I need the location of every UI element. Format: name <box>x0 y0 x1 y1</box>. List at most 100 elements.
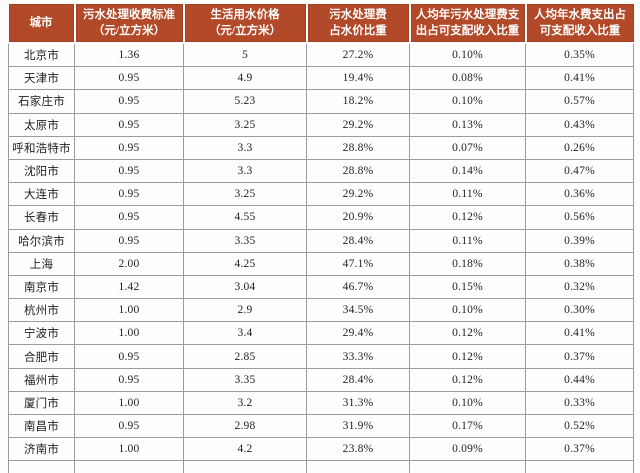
cell-waterfee-to-income-ratio: 0.26% <box>525 135 634 160</box>
table-body: 北京市 1.36 5 27.2% 0.10% 0.35% 天津市 0.95 4.… <box>8 42 634 473</box>
cell-waterfee-to-income-ratio: 0.44% <box>525 367 634 392</box>
table-row: 杭州市 1.00 2.9 34.5% 0.10% 0.30% <box>8 298 634 323</box>
table-row: 太原市 0.95 3.25 29.2% 0.13% 0.43% <box>8 112 634 137</box>
header-line: 人均年污水处理费支 <box>415 8 520 21</box>
header-line: 人均年水费支出占 <box>534 8 626 21</box>
table-row: 大连市 0.95 3.25 29.2% 0.11% 0.36% <box>8 182 634 207</box>
cell-fee-to-income-ratio: 0.12% <box>409 321 526 346</box>
cell-sewage-fee-standard: 0.95 <box>74 228 184 253</box>
cell-fee-to-price-ratio: 29.2% <box>306 112 410 137</box>
cell-city: 济南市 <box>8 437 75 462</box>
cell-water-price: 3.35 <box>183 367 307 392</box>
cell-fee-to-income-ratio: 0.12% <box>409 367 526 392</box>
cell-fee-to-price-ratio: 28.8% <box>306 135 410 160</box>
cell-waterfee-to-income-ratio: 0.38% <box>525 251 634 276</box>
col-header-fee-to-price-ratio: 污水处理费 占水价比重 <box>305 4 410 44</box>
header-line: 城市 <box>29 16 53 29</box>
table-row: 沈阳市 0.95 3.3 28.8% 0.14% 0.47% <box>8 158 634 184</box>
cell-water-price: 4.55 <box>183 205 307 230</box>
cell-sewage-fee-standard: 2.00 <box>74 251 184 276</box>
cell-fee-to-income-ratio: 0.10% <box>409 42 526 68</box>
cell-sewage-fee-standard: 0.95 <box>74 344 184 369</box>
cell-waterfee-to-income-ratio: 0.43% <box>525 112 634 137</box>
cell-city: 沈阳市 <box>8 158 75 184</box>
cell-city <box>8 460 75 473</box>
cell-waterfee-to-income-ratio: 0.57% <box>525 89 634 114</box>
cell-sewage-fee-standard <box>74 460 184 473</box>
cell-water-price: 3.25 <box>183 112 307 137</box>
cell-city: 哈尔滨市 <box>8 228 75 253</box>
cell-waterfee-to-income-ratio <box>525 460 634 473</box>
table-row: 福州市 0.95 3.35 28.4% 0.12% 0.44% <box>8 367 634 392</box>
header-line: 污水处理收费标准 <box>83 8 175 21</box>
cell-fee-to-income-ratio: 0.07% <box>409 135 526 160</box>
cell-fee-to-income-ratio: 0.15% <box>409 274 526 300</box>
cell-fee-to-income-ratio: 0.08% <box>409 66 526 91</box>
cell-water-price: 3.2 <box>183 390 307 416</box>
cell-sewage-fee-standard: 0.95 <box>74 66 184 91</box>
cell-fee-to-income-ratio: 0.17% <box>409 413 526 439</box>
cell-fee-to-price-ratio: 46.7% <box>306 274 410 300</box>
cell-fee-to-price-ratio: 29.4% <box>306 321 410 346</box>
cell-fee-to-price-ratio: 23.8% <box>306 437 410 462</box>
col-header-city: 城市 <box>8 4 75 44</box>
table-row: 哈尔滨市 0.95 3.35 28.4% 0.11% 0.39% <box>8 228 634 253</box>
cell-fee-to-income-ratio: 0.18% <box>409 251 526 276</box>
cell-city: 太原市 <box>8 112 75 137</box>
table-row: 呼和浩特市 0.95 3.3 28.8% 0.07% 0.26% <box>8 135 634 160</box>
table-row: 北京市 1.36 5 27.2% 0.10% 0.35% <box>8 42 634 68</box>
cell-city: 上海 <box>8 251 75 276</box>
table-row: 石家庄市 0.95 5.23 18.2% 0.10% 0.57% <box>8 89 634 114</box>
cell-water-price: 2.98 <box>183 413 307 439</box>
cell-waterfee-to-income-ratio: 0.41% <box>525 66 634 91</box>
water-fee-table: 城市 污水处理收费标准 （元/立方米） 生活用水价格 （元/立方米） 污水处理费… <box>8 4 634 473</box>
table-row: 长春市 0.95 4.55 20.9% 0.12% 0.56% <box>8 205 634 230</box>
cell-sewage-fee-standard: 0.95 <box>74 205 184 230</box>
cell-waterfee-to-income-ratio: 0.36% <box>525 182 634 207</box>
cell-sewage-fee-standard: 1.00 <box>74 437 184 462</box>
cell-fee-to-price-ratio: 34.5% <box>306 298 410 323</box>
table-header: 城市 污水处理收费标准 （元/立方米） 生活用水价格 （元/立方米） 污水处理费… <box>8 4 634 44</box>
col-header-fee-to-income-ratio: 人均年污水处理费支 出占可支配收入比重 <box>408 4 526 44</box>
header-line: 占水价比重 <box>329 25 387 37</box>
cell-sewage-fee-standard: 0.95 <box>74 112 184 137</box>
cell-fee-to-income-ratio: 0.12% <box>409 344 526 369</box>
cell-sewage-fee-standard: 0.95 <box>74 89 184 114</box>
cell-water-price: 4.9 <box>183 66 307 91</box>
cell-water-price <box>183 460 307 473</box>
cell-fee-to-price-ratio: 31.3% <box>306 390 410 416</box>
cell-fee-to-price-ratio: 19.4% <box>306 66 410 91</box>
cell-water-price: 3.35 <box>183 228 307 253</box>
cell-waterfee-to-income-ratio: 0.33% <box>525 390 634 416</box>
cell-water-price: 2.9 <box>183 298 307 323</box>
table-row: 厦门市 1.00 3.2 31.3% 0.10% 0.33% <box>8 390 634 416</box>
table-row: 济南市 1.00 4.2 23.8% 0.09% 0.37% <box>8 437 634 462</box>
cell-waterfee-to-income-ratio: 0.30% <box>525 298 634 323</box>
header-row: 城市 污水处理收费标准 （元/立方米） 生活用水价格 （元/立方米） 污水处理费… <box>8 4 634 44</box>
cell-sewage-fee-standard: 1.36 <box>74 42 184 68</box>
cell-fee-to-income-ratio: 0.09% <box>409 437 526 462</box>
cell-fee-to-price-ratio: 27.2% <box>306 42 410 68</box>
cell-fee-to-income-ratio: 0.11% <box>409 228 526 253</box>
cell-waterfee-to-income-ratio: 0.32% <box>525 274 634 300</box>
header-line: 可支配收入比重 <box>539 25 621 37</box>
col-header-water-price: 生活用水价格 （元/立方米） <box>182 4 307 44</box>
cell-fee-to-income-ratio: 0.10% <box>409 390 526 416</box>
cell-water-price: 4.2 <box>183 437 307 462</box>
cell-fee-to-price-ratio: 28.4% <box>306 228 410 253</box>
header-line: （元/立方米） <box>92 25 166 37</box>
table-row: 南京市 1.42 3.04 46.7% 0.15% 0.32% <box>8 274 634 300</box>
cell-sewage-fee-standard: 1.00 <box>74 298 184 323</box>
header-line: 出占可支配收入比重 <box>415 25 520 37</box>
col-header-waterfee-to-income-ratio: 人均年水费支出占 可支配收入比重 <box>524 4 634 44</box>
cell-waterfee-to-income-ratio: 0.37% <box>525 344 634 369</box>
cell-fee-to-price-ratio: 47.1% <box>306 251 410 276</box>
cell-waterfee-to-income-ratio: 0.47% <box>525 158 634 184</box>
cell-fee-to-price-ratio: 33.3% <box>306 344 410 369</box>
cell-fee-to-income-ratio: 0.10% <box>409 298 526 323</box>
cell-waterfee-to-income-ratio: 0.52% <box>525 413 634 439</box>
table-row: 合肥市 0.95 2.85 33.3% 0.12% 0.37% <box>8 344 634 369</box>
cell-fee-to-price-ratio: 28.8% <box>306 158 410 184</box>
cell-fee-to-price-ratio: 29.2% <box>306 182 410 207</box>
cell-sewage-fee-standard: 1.00 <box>74 321 184 346</box>
